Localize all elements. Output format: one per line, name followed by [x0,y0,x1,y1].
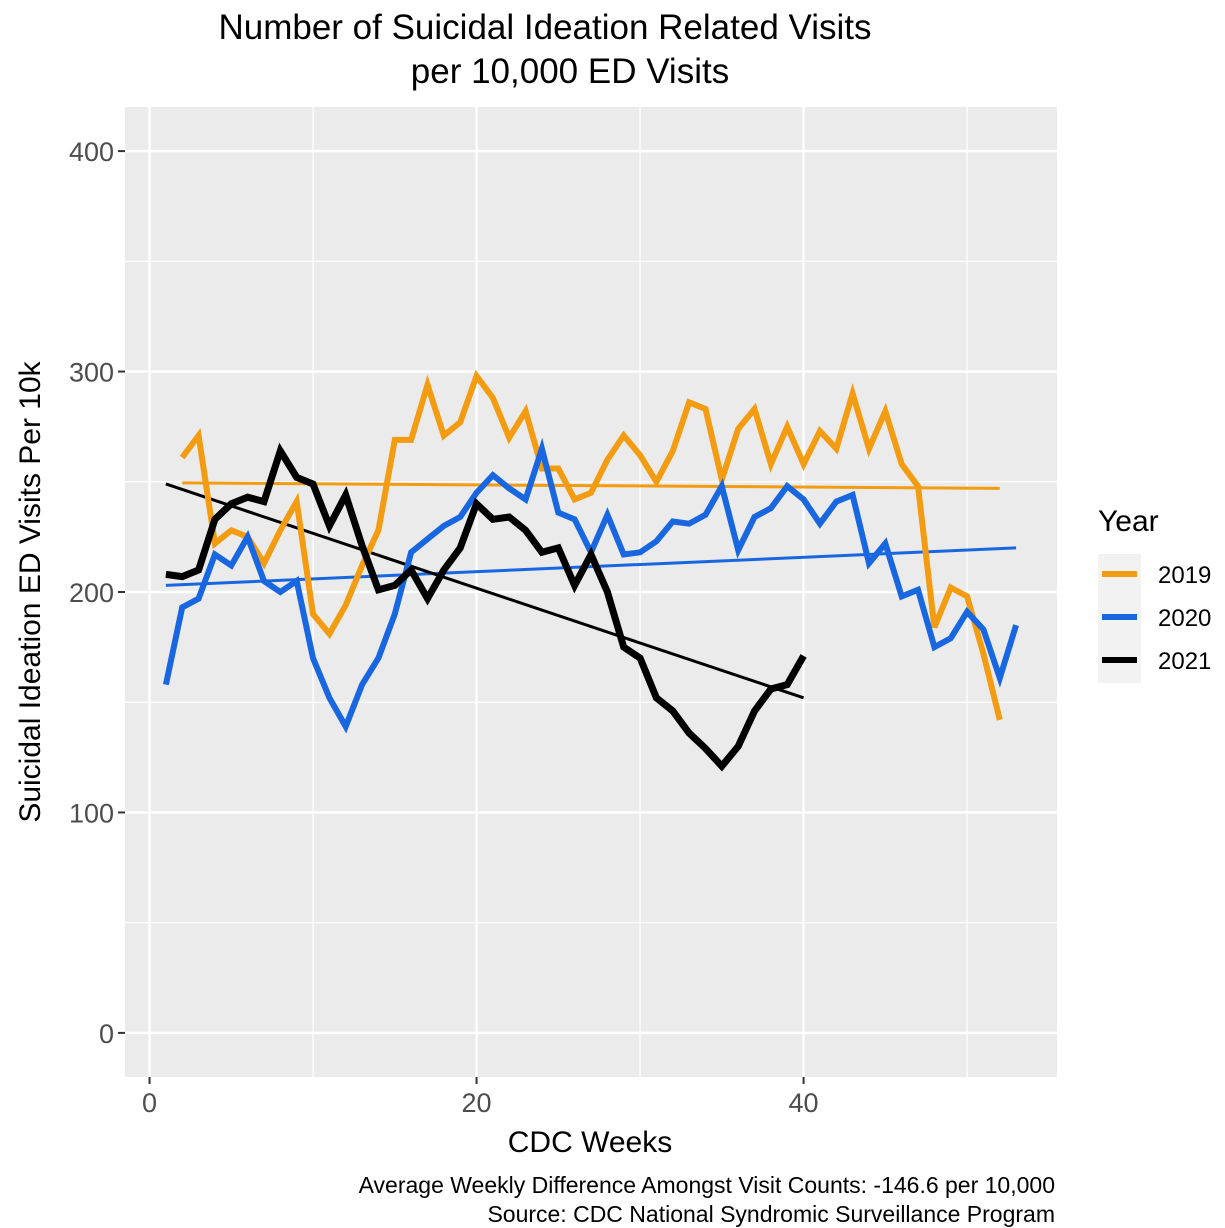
caption-difference: Average Weekly Difference Amongst Visit … [359,1172,1055,1198]
trend-line-2019 [182,481,1000,490]
axes: 0 100 200 300 400 0 20 40 [69,137,819,1118]
grid-lines [125,107,1057,1077]
y-tick-label: 200 [69,578,114,608]
legend-label-2020: 2020 [1158,605,1211,632]
x-tick-label: 0 [142,1088,157,1118]
legend-title: Year [1098,505,1159,538]
y-tick-label: 0 [99,1019,114,1049]
chart-title-line-1: Number of Suicidal Ideation Related Visi… [218,8,871,47]
x-tick-label: 20 [462,1088,492,1118]
series-lines [162,369,1019,772]
chart-title-line-2: per 10,000 ED Visits [411,52,729,91]
trend-line-2021 [165,482,805,700]
series-line-2019 [179,369,1003,721]
x-tick-label: 40 [789,1088,819,1118]
legend-label-2019: 2019 [1158,562,1211,589]
x-axis-title: CDC Weeks [508,1126,672,1159]
legend-label-2021: 2021 [1158,648,1211,675]
y-tick-label: 100 [69,798,114,828]
legend: Year 2019 2020 2021 [1098,505,1211,683]
y-axis-title: Suicidal Ideation ED Visits Per 10k [14,360,47,822]
series-line-2021 [165,442,807,772]
caption-source: Source: CDC National Syndromic Surveilla… [487,1201,1055,1227]
y-tick-label: 400 [69,137,114,167]
y-tick-label: 300 [69,358,114,388]
